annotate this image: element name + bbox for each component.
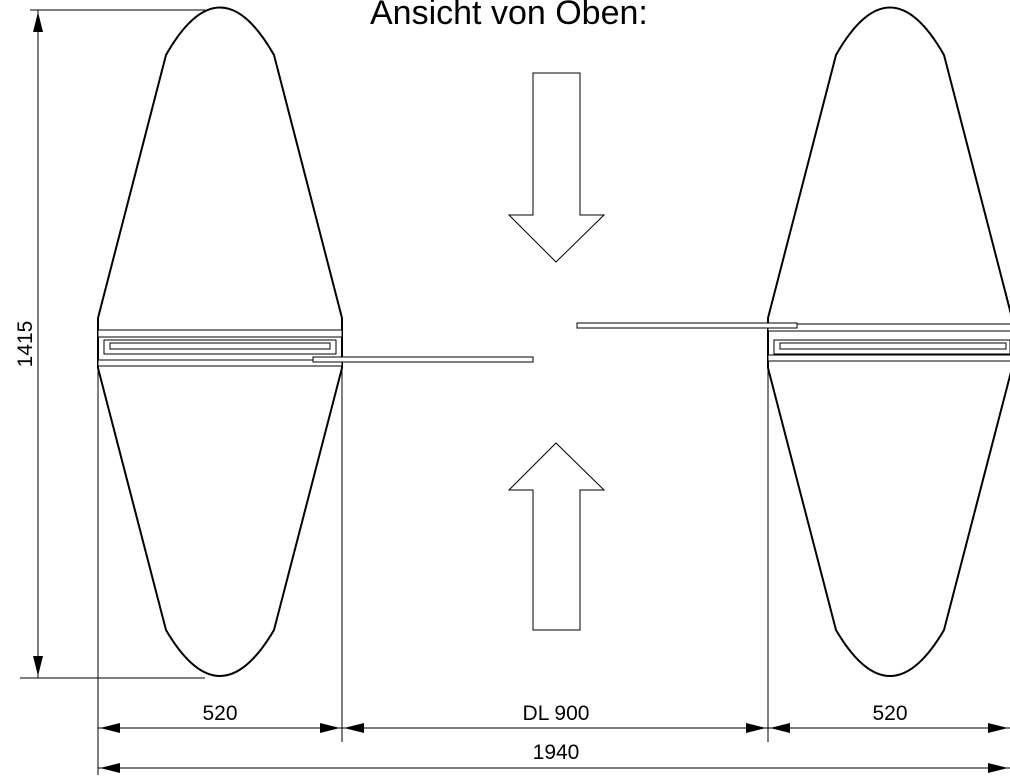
arrow-up-icon bbox=[507, 442, 606, 631]
passage-width-label: DL 900 bbox=[523, 702, 590, 725]
drawing-title: Ansicht von Oben: bbox=[370, 0, 648, 32]
left-cabinet-bottom-strip bbox=[97, 359, 343, 367]
left-cabinet bbox=[97, 6, 534, 677]
right-gate-blade bbox=[576, 322, 798, 329]
left-cabinet-top-strip bbox=[97, 329, 343, 338]
right-width-label: 520 bbox=[872, 702, 907, 725]
right-cabinet-bottom-strip bbox=[767, 354, 1010, 362]
left-cabinet-lower-body bbox=[97, 367, 343, 677]
total-width-label: 1940 bbox=[533, 741, 580, 764]
height-dimension-label: 1415 bbox=[14, 321, 37, 368]
height-dimension: 1415 bbox=[14, 9, 205, 679]
right-cabinet-top-strip bbox=[767, 323, 1010, 332]
total-width-dimension: 1940 bbox=[98, 741, 1010, 773]
right-cabinet-upper-body bbox=[767, 6, 1010, 319]
right-cabinet bbox=[576, 6, 1010, 677]
arrow-down-icon bbox=[507, 72, 606, 263]
width-dimensions-row: 520 DL 900 520 bbox=[98, 702, 1010, 733]
right-cabinet-lower-body bbox=[767, 367, 1010, 677]
left-cabinet-upper-body bbox=[97, 6, 343, 319]
left-width-label: 520 bbox=[202, 702, 237, 725]
left-gate-blade bbox=[312, 356, 534, 363]
